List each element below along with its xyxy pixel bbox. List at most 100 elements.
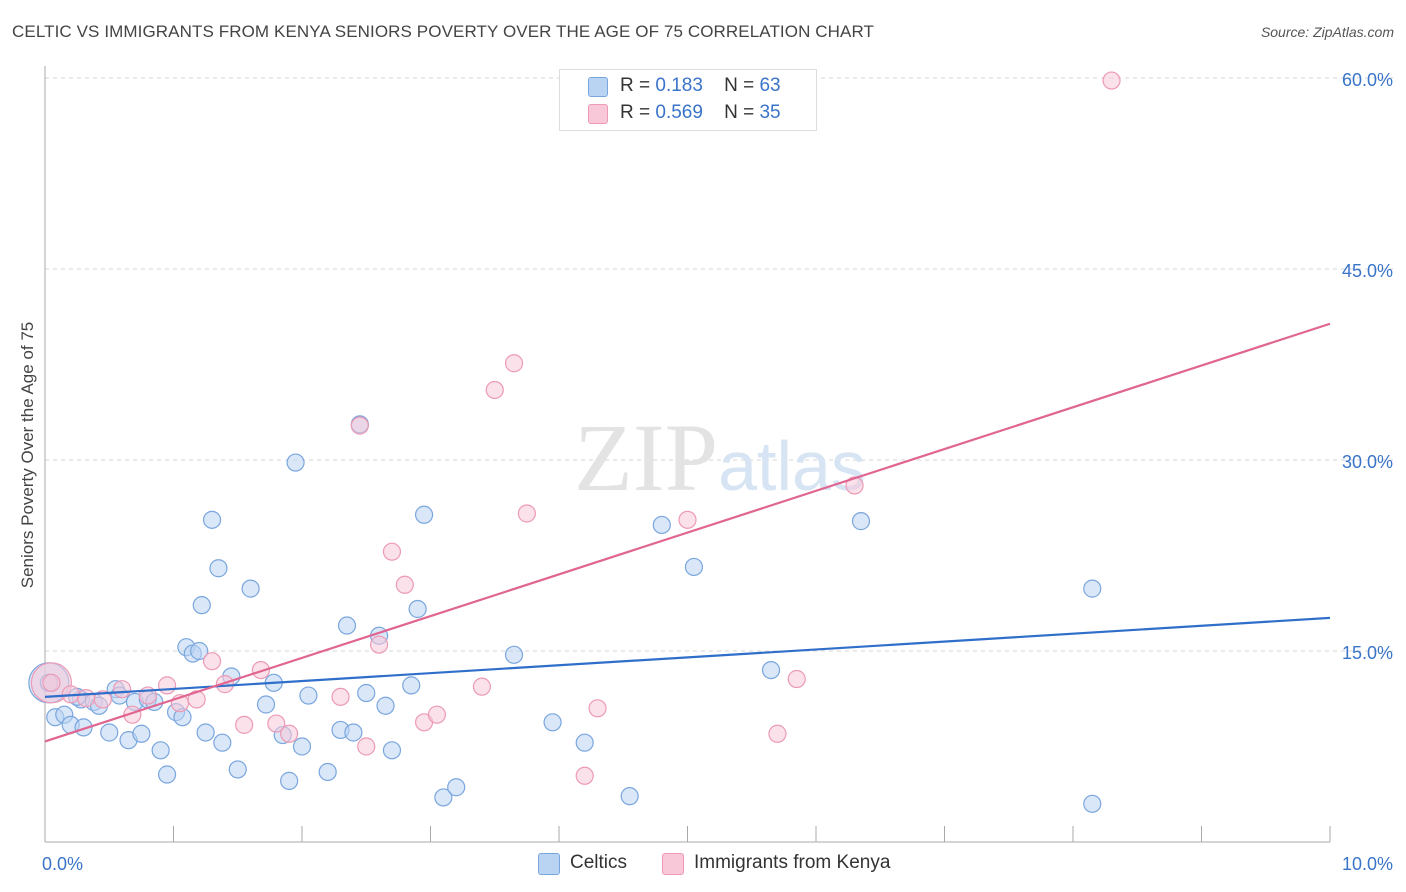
data-point [151, 741, 170, 760]
data-point [402, 676, 421, 695]
data-point [280, 771, 299, 790]
data-point [382, 542, 402, 561]
data-point [267, 714, 286, 733]
series-swatch-celtics [538, 853, 560, 875]
legend-n-value: 35 [759, 102, 781, 123]
data-point [376, 696, 395, 715]
grid-lines [45, 77, 1395, 652]
data-point [196, 723, 215, 742]
data-point [350, 416, 369, 435]
y-tick-label: 15.0% [1342, 643, 1393, 663]
data-point [414, 505, 434, 524]
series-name-celtics: Celtics [570, 852, 628, 873]
data-point [851, 512, 871, 531]
data-point [132, 724, 151, 743]
data-point [202, 510, 222, 529]
chart-source: Source: ZipAtlas.com [1260, 24, 1394, 40]
data-point [845, 476, 864, 495]
data-point [517, 504, 536, 523]
series-celtics [28, 415, 1102, 813]
data-point [575, 766, 594, 785]
data-point [100, 723, 119, 742]
data-point [292, 737, 312, 756]
legend-r-label: R = [620, 102, 651, 123]
data-point [280, 724, 299, 743]
trend-line-celtics [44, 616, 1331, 698]
data-point [768, 724, 787, 743]
data-point [357, 737, 376, 756]
data-point [472, 677, 491, 696]
data-point [543, 713, 562, 732]
data-point [344, 723, 363, 742]
y-tick-label: 45.0% [1342, 261, 1393, 281]
data-point [190, 641, 209, 661]
legend-r-value: 0.569 [655, 102, 703, 123]
data-point [157, 676, 177, 695]
legend-text-kenya: R = 0.569 N = 35 [620, 102, 781, 124]
data-point [485, 380, 504, 400]
x-tick-label-max: 10.0% [1342, 854, 1393, 874]
data-point [337, 616, 357, 635]
data-point [382, 741, 402, 760]
data-point [504, 645, 524, 664]
data-point [299, 686, 318, 705]
data-point [1102, 71, 1121, 90]
data-point [331, 687, 350, 706]
data-point [93, 690, 112, 709]
data-point [678, 510, 697, 529]
data-point [787, 669, 806, 689]
series-swatch-kenya [662, 853, 684, 875]
data-point [761, 660, 781, 680]
data-point [213, 733, 232, 752]
data-point [187, 690, 206, 709]
legend-n-label: N = [724, 75, 755, 96]
data-point [157, 765, 177, 784]
legend-swatch-celtics [588, 77, 608, 97]
data-point [256, 695, 276, 714]
data-point [684, 557, 704, 577]
watermark: ZIPatlas [574, 404, 866, 511]
data-point [74, 718, 93, 737]
legend-swatch-kenya [588, 104, 608, 124]
data-point [1083, 794, 1102, 813]
data-point [286, 453, 305, 472]
data-point [202, 652, 222, 671]
data-point [112, 680, 132, 699]
data-point [235, 715, 254, 734]
legend-r-label: R = [620, 75, 651, 96]
data-point [215, 675, 234, 694]
legend-n-value: 63 [759, 75, 781, 96]
data-point [427, 705, 447, 724]
legend-r-value: 0.183 [655, 75, 703, 96]
correlation-legend: R = 0.183 N = 63 R = 0.569 N = 35 [559, 69, 817, 131]
data-point [209, 559, 228, 578]
data-point [77, 689, 96, 708]
data-point [370, 635, 389, 654]
data-point [42, 673, 61, 692]
x-tick-label-min: 0.0% [42, 854, 83, 874]
trend-line-kenya [44, 322, 1331, 743]
y-tick-label: 60.0% [1342, 70, 1393, 90]
y-tick-label: 30.0% [1342, 452, 1393, 472]
data-point [408, 599, 427, 619]
data-point [588, 699, 607, 718]
data-point [192, 596, 211, 615]
legend-text-celtics: R = 0.183 N = 63 [620, 75, 781, 97]
trend-lines [44, 322, 1331, 743]
data-point [228, 760, 247, 779]
legend-n-label: N = [724, 102, 755, 123]
data-point [575, 733, 594, 752]
series-name-kenya: Immigrants from Kenya [694, 852, 891, 873]
data-point [620, 787, 639, 806]
data-point [504, 354, 524, 373]
data-point [434, 788, 453, 807]
chart-title: CELTIC VS IMMIGRANTS FROM KENYA SENIORS … [12, 22, 875, 41]
axes [44, 66, 1331, 843]
data-point [447, 778, 466, 797]
data-point [652, 515, 671, 535]
data-point [318, 762, 337, 782]
data-point [241, 579, 260, 598]
tick-labels: 15.0% 30.0% 45.0% 60.0% 0.0% 10.0% [42, 70, 1393, 874]
data-point [395, 575, 414, 594]
